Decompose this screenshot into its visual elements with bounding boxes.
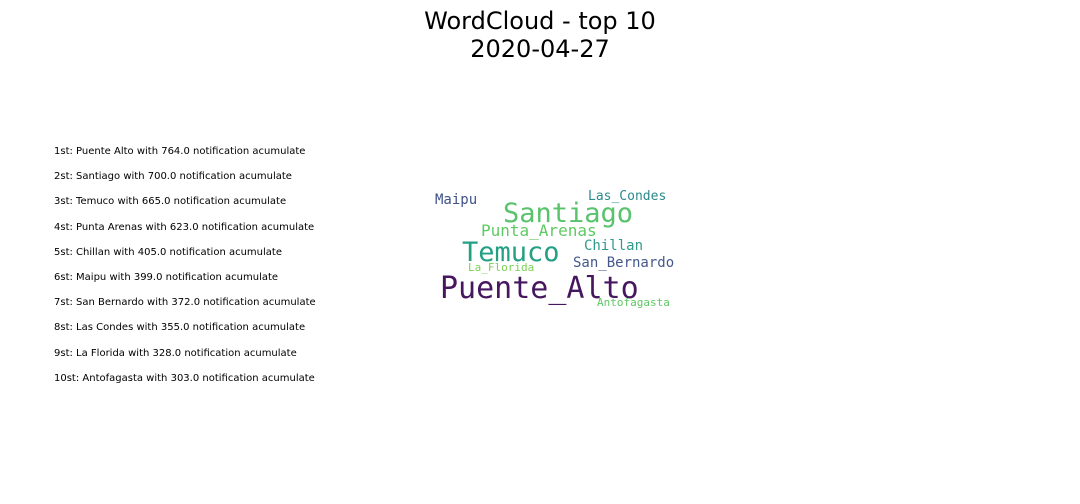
ranking-item: 1st: Puente Alto with 764.0 notification… [54, 146, 306, 157]
ranking-list: 1st: Puente Alto with 764.0 notification… [54, 146, 316, 398]
cloud-word-chillan: Chillan [584, 238, 643, 254]
cloud-word-las-condes: Las_Condes [588, 189, 666, 204]
cloud-word-san-bernardo: San_Bernardo [573, 255, 674, 271]
ranking-item: 4st: Punta Arenas with 623.0 notificatio… [54, 221, 315, 233]
cloud-word-maipu: Maipu [435, 192, 477, 208]
ranking-item: 5st: Chillan with 405.0 notification acu… [54, 246, 282, 258]
ranking-item: 8st: Las Condes with 355.0 notification … [54, 322, 306, 334]
ranking-item: 2st: Santiago with 700.0 notification ac… [54, 171, 292, 183]
chart-subtitle-date: 2020-04-27 [470, 35, 610, 63]
ranking-item: 6st: Maipu with 399.0 notification acumu… [54, 271, 279, 283]
cloud-word-punta-arenas: Punta_Arenas [481, 221, 597, 240]
cloud-word-santiago: Santiago [503, 198, 633, 229]
ranking-item: 3st: Temuco with 665.0 notification acum… [54, 196, 287, 208]
cloud-word-antofagasta: Antofagasta [597, 296, 670, 309]
ranking-item: 9st: La Florida with 328.0 notification … [54, 347, 297, 359]
cloud-word-puente-alto: Puente_Alto [440, 271, 639, 306]
cloud-word-la-florida: La_Florida [468, 261, 534, 274]
ranking-item: 10st: Antofagasta with 303.0 notificatio… [54, 372, 315, 384]
ranking-item: 7st: San Bernardo with 372.0 notificatio… [54, 297, 316, 309]
chart-title: WordCloud - top 10 [424, 7, 656, 35]
cloud-word-temuco: Temuco [462, 237, 560, 268]
